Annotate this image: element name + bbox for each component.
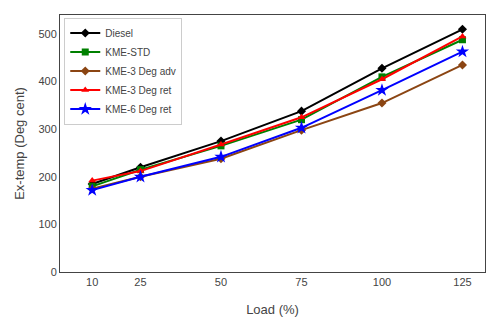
svg-text:KME-6 Deg ret: KME-6 Deg ret bbox=[105, 104, 171, 115]
svg-text:Load (%): Load (%) bbox=[246, 302, 299, 317]
svg-text:200: 200 bbox=[38, 171, 56, 183]
svg-text:0: 0 bbox=[51, 266, 57, 278]
svg-text:50: 50 bbox=[215, 276, 227, 288]
svg-text:KME-STD: KME-STD bbox=[105, 47, 150, 58]
svg-text:400: 400 bbox=[38, 75, 56, 87]
svg-text:500: 500 bbox=[38, 28, 56, 40]
svg-text:100: 100 bbox=[38, 218, 56, 230]
svg-text:KME-3 Deg ret: KME-3 Deg ret bbox=[105, 85, 171, 96]
svg-text:10: 10 bbox=[86, 276, 98, 288]
svg-text:Ex-temp (Deg cent): Ex-temp (Deg cent) bbox=[12, 87, 27, 200]
svg-text:25: 25 bbox=[134, 276, 146, 288]
svg-text:KME-3 Deg adv: KME-3 Deg adv bbox=[105, 66, 176, 77]
svg-text:Diesel: Diesel bbox=[105, 28, 133, 39]
svg-text:75: 75 bbox=[295, 276, 307, 288]
svg-text:125: 125 bbox=[453, 276, 471, 288]
svg-text:100: 100 bbox=[373, 276, 391, 288]
svg-text:300: 300 bbox=[38, 123, 56, 135]
